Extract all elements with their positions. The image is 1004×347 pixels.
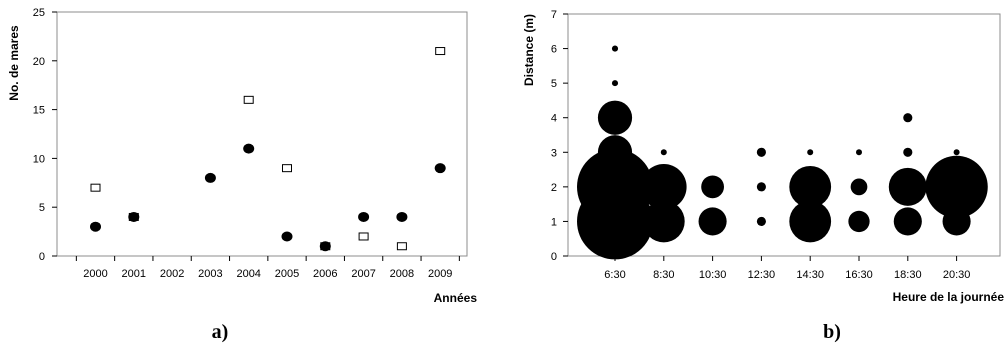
chart-b-ytick-label: 3 [551, 147, 557, 159]
chart-a-xtick-label: 2005 [275, 268, 299, 280]
chart-a-ytick-label: 25 [33, 7, 45, 19]
chart-b-xtick-label: 6:30 [604, 269, 625, 281]
chart-a-square-point [282, 164, 292, 173]
chart-b-y-axis: 0 1 2 3 4 5 6 7 [551, 9, 568, 263]
chart-b-xtick-label: 14:30 [796, 269, 824, 281]
chart-b-xtick-label: 20:30 [943, 269, 971, 281]
chart-a-circle-point [396, 211, 408, 222]
chart-a-square-point [128, 212, 139, 221]
chart-b-ytick-label: 5 [551, 78, 557, 90]
chart-b-ytick-label: 0 [551, 251, 557, 263]
chart-a-square-point [435, 47, 446, 56]
chart-a-circle-point [434, 163, 446, 174]
chart-b-bubble [756, 216, 766, 226]
chart-b-xtick-label: 8:30 [653, 269, 674, 281]
chart-b-ytick-label: 2 [551, 182, 557, 194]
chart-a-xtick-label: 2002 [160, 268, 184, 280]
chart-a-square-point [320, 242, 331, 251]
chart-a-xlabel: Années [434, 291, 478, 305]
chart-b-bubble [903, 113, 913, 123]
chart-b-x-axis: 6:30 8:30 10:30 12:30 14:30 16:30 18:30 20:30 [604, 256, 970, 281]
chart-a-circle-point [90, 221, 101, 232]
chart-a-ylabel: No. de mares [7, 25, 21, 101]
chart-a-panel-label: a) [212, 321, 229, 343]
chart-a-xtick-label: 2004 [236, 268, 260, 280]
chart-b: Distance (m) Heure de la journée b) 0 1 2 3… [522, 9, 1004, 343]
chart-a-xtick-label: 2003 [198, 268, 222, 280]
chart-b-bubble [577, 148, 653, 225]
chart-a-ytick-label: 15 [33, 105, 45, 117]
chart-a-xtick-label: 2008 [390, 268, 414, 280]
chart-a-xtick-label: 2001 [122, 268, 146, 280]
chart-b-bubble [789, 200, 832, 243]
chart-b-bubble [660, 149, 667, 156]
chart-b-ylabel: Distance (m) [522, 14, 536, 86]
chart-b-bubble [848, 210, 870, 233]
chart-b-bubble [856, 149, 862, 156]
chart-b-bubble [807, 149, 814, 156]
chart-b-xtick-label: 10:30 [699, 269, 727, 281]
chart-b-ytick-label: 4 [551, 113, 557, 125]
chart-b-bubble [756, 147, 766, 157]
chart-b-bubble [888, 167, 927, 206]
chart-b-plot-frame [567, 13, 1001, 257]
chart-b-xlabel: Heure de la journée [893, 290, 1004, 304]
chart-b-bubble [597, 135, 633, 170]
chart-a-plot-frame [56, 11, 468, 257]
chart-b-bubble [701, 175, 724, 199]
chart-a-circle-point [281, 231, 293, 242]
chart-b-bubble [789, 165, 832, 208]
chart-b-ytick-label: 1 [551, 216, 557, 228]
chart-a-marks [90, 47, 446, 252]
chart-a-xtick-label: 2009 [428, 268, 452, 280]
chart-b-bubble [850, 178, 868, 196]
chart-a-square-point [90, 183, 101, 192]
chart-b-ytick-label: 7 [551, 9, 557, 21]
chart-a-circle-point [243, 143, 255, 154]
chart-b-bubble [756, 182, 766, 192]
chart-b-bubble [698, 207, 727, 236]
chart-a-square-point [358, 232, 369, 241]
chart-a-xtick-label: 2007 [351, 268, 375, 280]
chart-a-ytick-label: 20 [33, 56, 45, 68]
chart-a-y-axis: 0 5 10 15 20 25 [33, 7, 57, 263]
chart-b-bubble [903, 147, 913, 157]
chart-b-xtick-label: 12:30 [748, 269, 776, 281]
chart-a-ytick-label: 0 [39, 251, 45, 263]
chart-b-bubble [597, 100, 633, 135]
chart-a-circle-point [128, 211, 140, 222]
chart-b-bubble [893, 207, 922, 236]
chart-b-panel-label: b) [823, 321, 841, 343]
chart-a-xtick-label: 2000 [83, 268, 107, 280]
chart-b-bubble [611, 45, 619, 52]
chart-b-xtick-label: 18:30 [894, 269, 922, 281]
chart-b-bubble [953, 149, 960, 156]
chart-a-ytick-label: 10 [33, 153, 45, 165]
chart-a-circle-point [204, 172, 216, 183]
chart-a-circle-point [358, 211, 370, 222]
chart-b-bubble [925, 155, 988, 219]
chart-b-bubble [642, 200, 685, 243]
chart-a-square-point [396, 242, 407, 251]
chart-b-bubble [611, 80, 619, 87]
chart-a-square-point [243, 95, 254, 104]
chart-a-x-axis: 2000 2001 2002 2003 2004 2005 2006 2007 2008 2009 [75, 256, 460, 280]
chart-a-xtick-label: 2006 [313, 268, 337, 280]
chart-b-bubble [641, 164, 687, 210]
chart-b-xtick-label: 16:30 [845, 269, 873, 281]
chart-b-marks [577, 45, 988, 260]
chart-a-circle-point [319, 241, 331, 252]
chart-a-ytick-label: 5 [39, 202, 45, 214]
chart-b-ytick-label: 6 [551, 44, 557, 56]
